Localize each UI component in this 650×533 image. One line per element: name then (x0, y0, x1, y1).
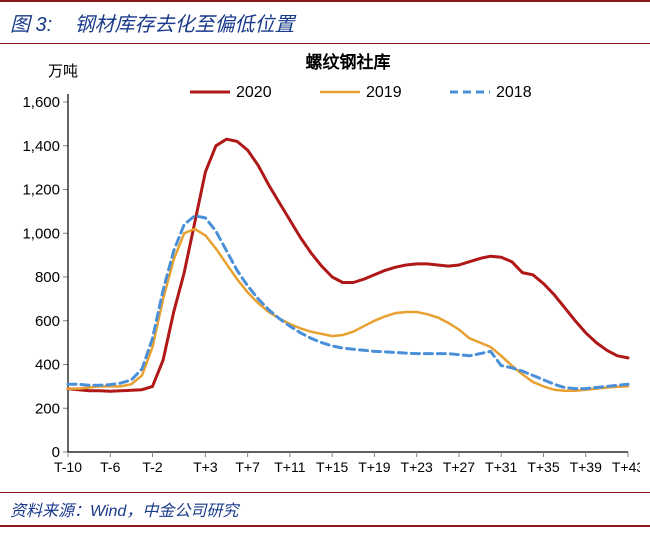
y-tick-label: 1,600 (22, 94, 60, 111)
x-tick-label: T-6 (100, 459, 120, 475)
y-tick-label: 400 (35, 357, 60, 374)
y-axis-label: 万吨 (48, 63, 78, 80)
y-tick-label: 800 (35, 269, 60, 286)
x-tick-label: T-10 (54, 459, 82, 475)
x-tick-label: T+7 (235, 459, 260, 475)
series-2018 (68, 216, 628, 389)
y-tick-label: 1,400 (22, 138, 60, 155)
figure-label: 图 3: (10, 14, 52, 36)
x-tick-label: T+43 (612, 459, 640, 475)
y-tick-label: 600 (35, 313, 60, 330)
x-tick-label: T+23 (401, 459, 434, 475)
x-tick-label: T+35 (527, 459, 560, 475)
chart-area: 螺纹钢社库万吨02004006008001,0001,2001,4001,600… (10, 52, 640, 492)
x-tick-label: T+11 (274, 459, 305, 475)
x-tick-label: T+19 (358, 459, 391, 475)
legend-label-2018: 2018 (496, 84, 532, 101)
x-tick-label: T+3 (193, 459, 218, 475)
line-chart: 螺纹钢社库万吨02004006008001,0001,2001,4001,600… (10, 52, 640, 492)
x-tick-label: T+39 (570, 459, 603, 475)
source-bar: 资料来源：Wind，中金公司研究 (0, 492, 650, 527)
x-tick-label: T+15 (316, 459, 349, 475)
y-tick-label: 200 (35, 400, 60, 417)
y-tick-label: 1,000 (22, 225, 60, 242)
x-tick-label: T+31 (485, 459, 518, 475)
x-tick-label: T-2 (142, 459, 162, 475)
chart-subtitle: 螺纹钢社库 (306, 52, 391, 72)
figure-title: 钢材库存去化至偏低位置 (74, 14, 294, 36)
series-2020 (68, 139, 628, 391)
x-tick-label: T+27 (443, 459, 476, 475)
legend-label-2019: 2019 (366, 84, 402, 101)
y-tick-label: 1,200 (22, 182, 60, 199)
figure-title-bar: 图 3: 钢材库存去化至偏低位置 (0, 0, 650, 44)
figure-container: 图 3: 钢材库存去化至偏低位置 螺纹钢社库万吨02004006008001,0… (0, 0, 650, 533)
source-text: 资料来源：Wind，中金公司研究 (10, 503, 238, 520)
series-2019 (68, 229, 628, 391)
legend-label-2020: 2020 (236, 84, 272, 101)
